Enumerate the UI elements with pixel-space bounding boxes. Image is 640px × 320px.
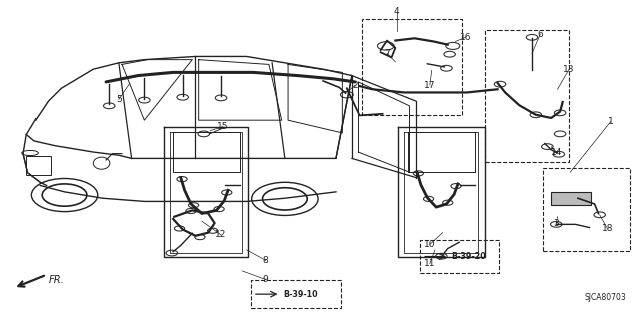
Text: 14: 14 — [550, 148, 562, 156]
Text: 2: 2 — [352, 81, 358, 90]
Text: 13: 13 — [563, 65, 575, 74]
Text: 3: 3 — [554, 219, 559, 228]
Text: 1: 1 — [608, 117, 614, 126]
Text: 5: 5 — [116, 95, 122, 104]
Text: FR.: FR. — [49, 276, 65, 285]
Text: 16: 16 — [460, 33, 471, 42]
Bar — [551, 192, 591, 205]
Text: 10: 10 — [424, 240, 436, 249]
Bar — [26, 156, 51, 175]
Text: 7: 7 — [384, 49, 390, 58]
Text: 9: 9 — [263, 275, 269, 284]
Text: 17: 17 — [424, 81, 436, 90]
Text: 15: 15 — [217, 122, 228, 131]
Text: B-39-20: B-39-20 — [452, 252, 486, 261]
Text: SJCA80703: SJCA80703 — [585, 293, 627, 302]
Text: 11: 11 — [424, 259, 436, 268]
Text: 6: 6 — [538, 30, 543, 39]
Text: 12: 12 — [215, 230, 227, 239]
Text: 18: 18 — [602, 224, 613, 233]
Text: 8: 8 — [263, 256, 269, 265]
Text: 4: 4 — [394, 7, 399, 16]
Text: B-39-10: B-39-10 — [283, 290, 317, 299]
